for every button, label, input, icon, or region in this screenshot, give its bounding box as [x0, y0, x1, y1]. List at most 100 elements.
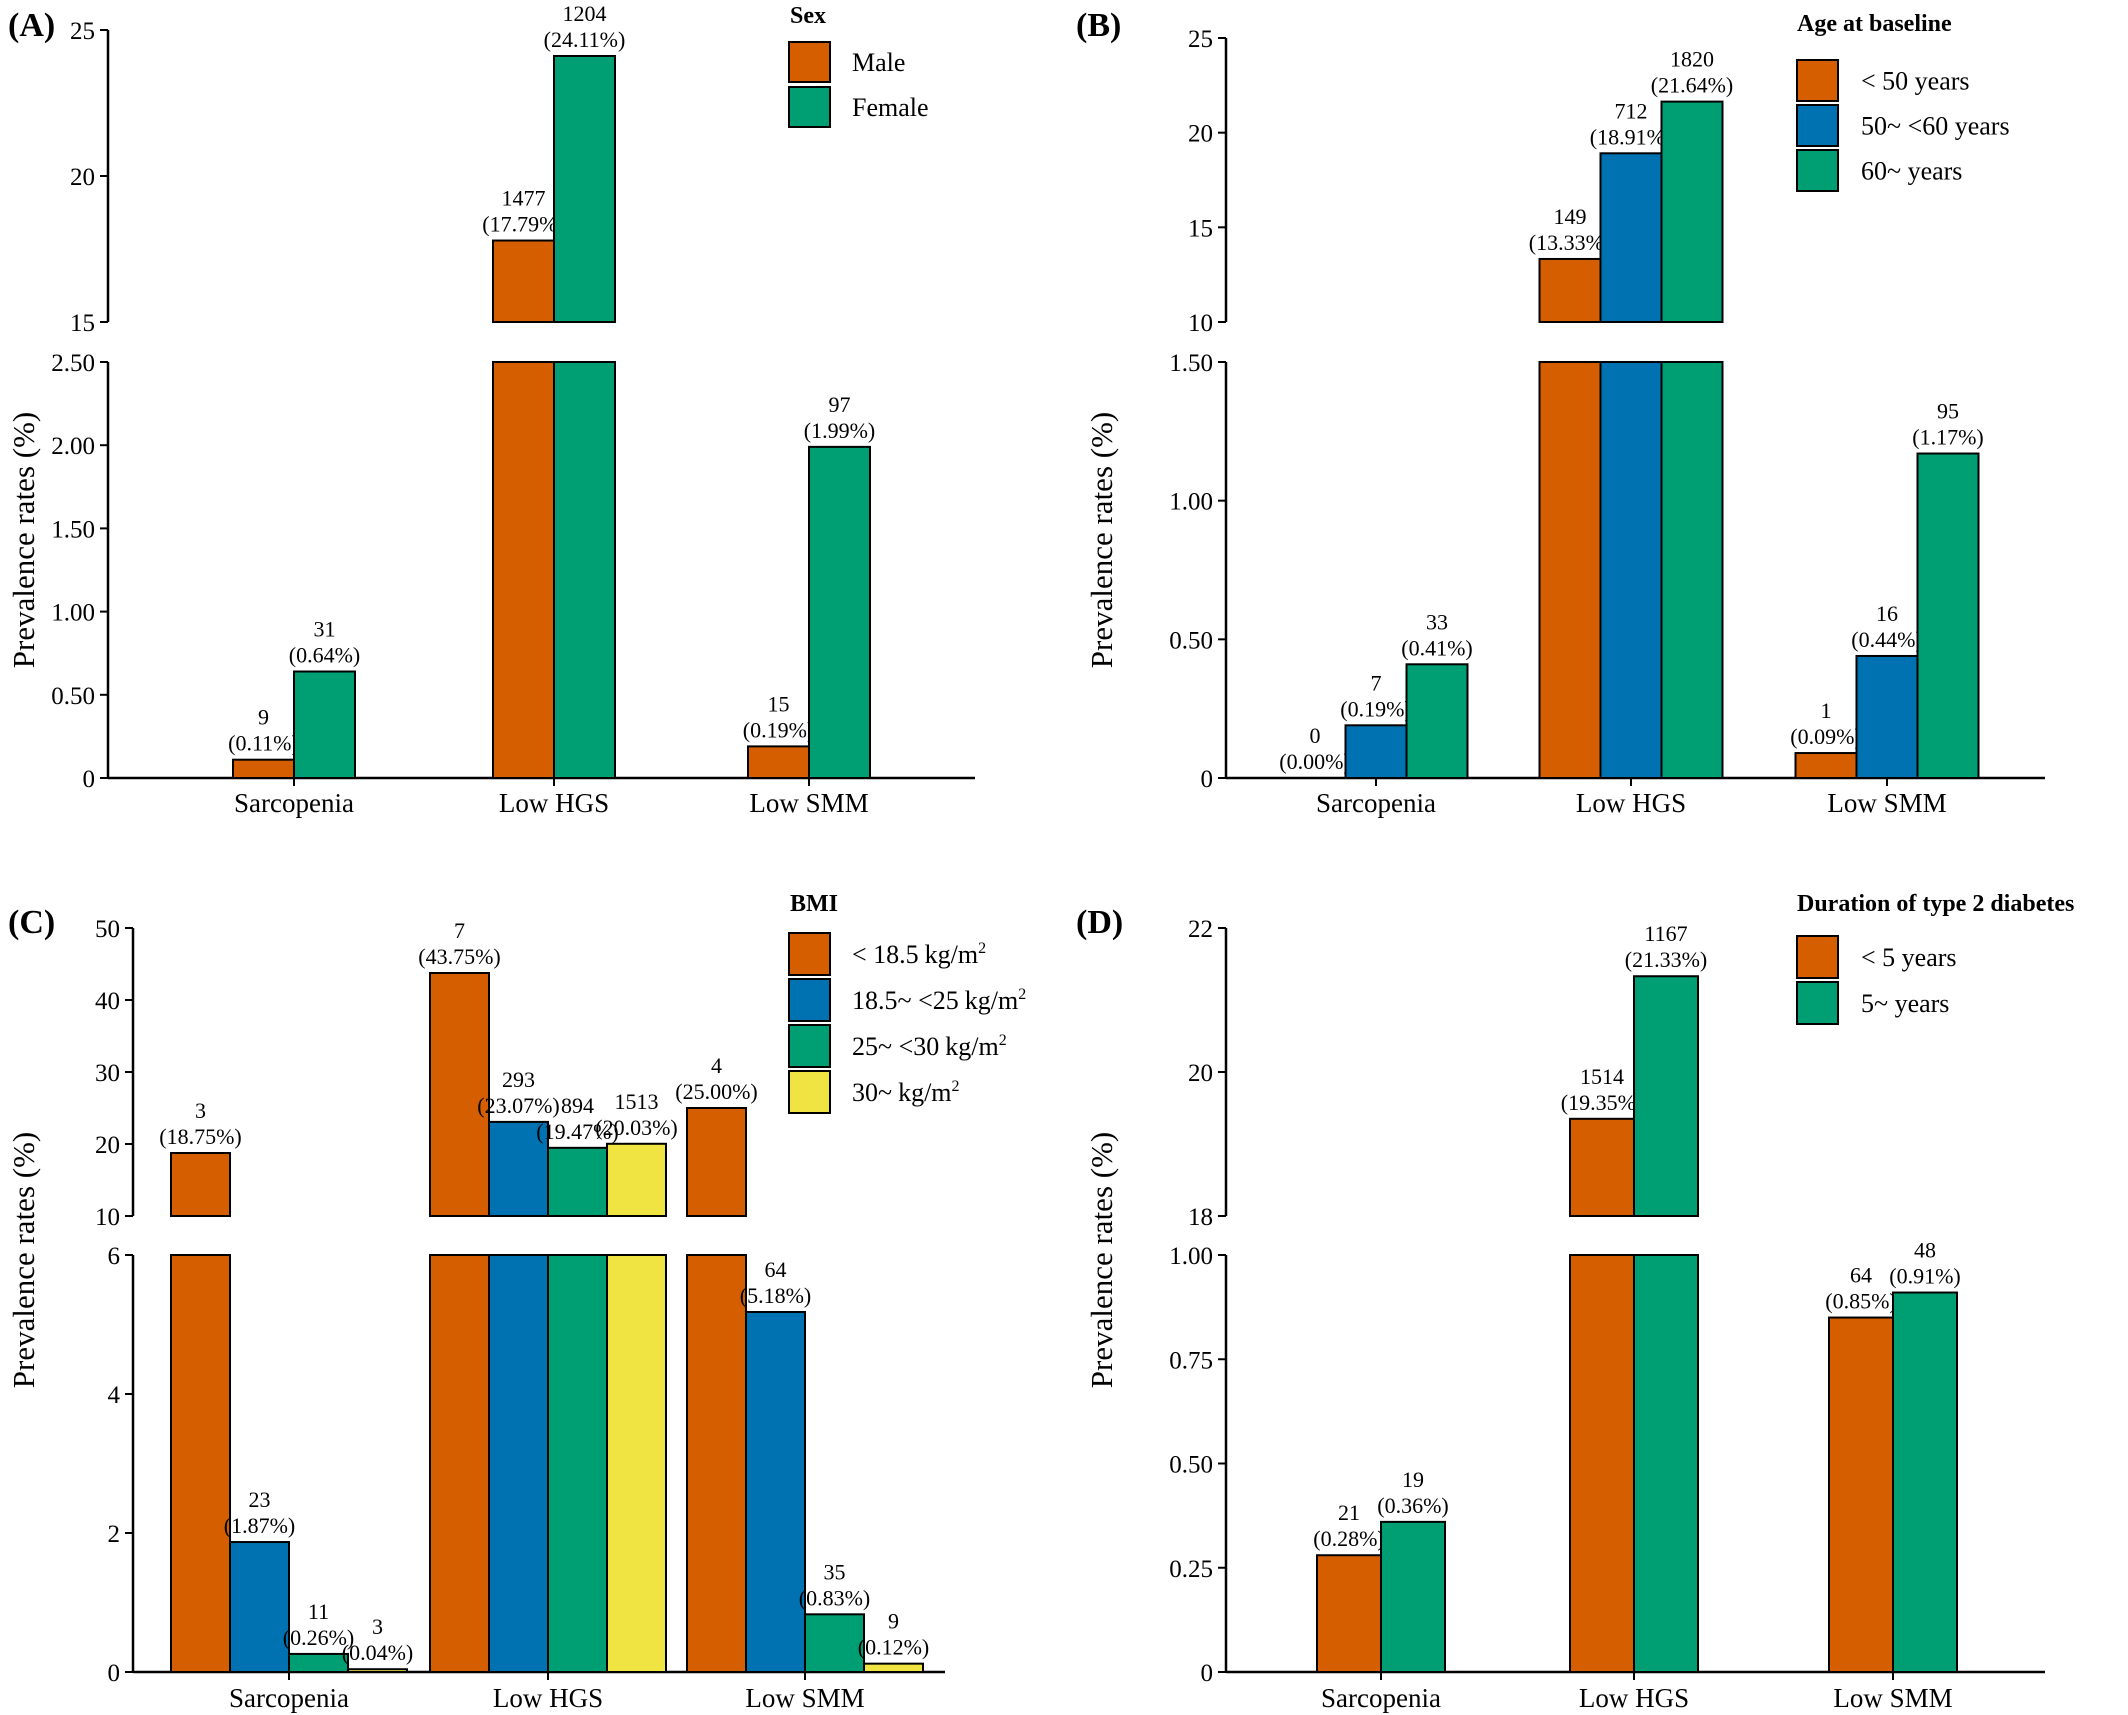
bar-count-label: 33: [1426, 609, 1448, 634]
legend-swatch: [788, 978, 831, 1022]
y-tick-label: 15: [1188, 215, 1213, 242]
y-tick-label: 0.25: [1169, 1556, 1213, 1583]
bar-percent-label: (0.28%): [1313, 1526, 1384, 1551]
x-tick-label: Sarcopenia: [229, 1683, 349, 1713]
legend-label: < 5 years: [1861, 943, 1957, 972]
y-tick-label: 10: [95, 1204, 120, 1231]
legend-swatch: [1796, 104, 1839, 147]
legend-swatch: [788, 932, 831, 976]
y-tick-label: 0: [108, 1660, 121, 1687]
bar-percent-label: (23.07%): [477, 1093, 559, 1118]
bar: [1405, 663, 1469, 779]
bar-upper-segment: [1599, 152, 1663, 323]
legend-swatch: [788, 1024, 831, 1068]
legend-unit-superscript: 2: [952, 1078, 960, 1095]
bar-upper-segment: [170, 1152, 231, 1217]
bar-percent-label: (0.91%): [1889, 1264, 1960, 1289]
y-tick-label: 1.50: [51, 516, 95, 543]
bar: [1316, 1554, 1382, 1673]
bar-count-label: 1514: [1580, 1064, 1624, 1089]
bar-count-label: 3: [372, 1614, 383, 1639]
bar-lower-segment: [1538, 361, 1602, 779]
legend-name: 5~ years: [1861, 989, 1949, 1018]
bar: [863, 1662, 924, 1674]
bar-count-label: 97: [829, 392, 851, 417]
y-tick-label: 20: [1188, 1060, 1213, 1087]
legend-name: 30~: [852, 1078, 892, 1107]
panel-label: (C): [8, 904, 55, 941]
y-tick-label: 25: [1188, 26, 1213, 53]
bar: [232, 758, 295, 779]
bar-upper-segment: [492, 239, 555, 323]
bar-lower-segment: [553, 361, 616, 779]
y-tick-label: 0.75: [1169, 1347, 1213, 1374]
bar-count-label: 64: [1850, 1263, 1872, 1288]
bar-percent-label: (43.75%): [418, 944, 500, 969]
y-tick-label: 25: [70, 18, 95, 45]
bar: [347, 1668, 408, 1673]
bar-upper-segment: [606, 1142, 667, 1218]
bar-percent-label: (24.11%): [544, 27, 626, 52]
legend-swatch: [788, 1070, 831, 1114]
bar-percent-label: (21.33%): [1625, 947, 1707, 972]
bar-percent-label: (0.85%): [1825, 1289, 1896, 1314]
legend-label: Male: [852, 48, 905, 77]
legend-label: 25~ <30 kg/m2: [852, 1032, 1007, 1061]
bar-percent-label: (0.44%): [1851, 627, 1922, 652]
x-tick-label: Low HGS: [1576, 788, 1686, 818]
bar-count-label: 1513: [615, 1089, 659, 1114]
bar-percent-label: (0.19%): [1340, 696, 1411, 721]
bar-percent-label: (18.75%): [159, 1124, 241, 1149]
y-tick-label: 15: [70, 310, 95, 337]
bar-percent-label: (5.18%): [740, 1283, 811, 1308]
legend-name: 25~ <30: [852, 1032, 939, 1061]
bar-upper-segment: [553, 54, 616, 323]
legend-unit: kg/m: [898, 1078, 951, 1107]
bar-percent-label: (0.83%): [799, 1585, 870, 1610]
bar-lower-segment: [686, 1254, 747, 1673]
legend-title: Duration of type 2 diabetes: [1797, 891, 2074, 917]
x-tick-label: Sarcopenia: [1321, 1683, 1441, 1713]
bar-count-label: 293: [502, 1067, 535, 1092]
bar-count-label: 31: [314, 617, 336, 642]
bar-percent-label: (13.33%): [1529, 230, 1611, 255]
legend: Age at baseline < 50 years 50~ <60 years 60…: [1796, 11, 2010, 192]
bar-percent-label: (0.09%): [1790, 724, 1861, 749]
bar-percent-label: (1.17%): [1912, 425, 1983, 450]
y-tick-label: 10: [1188, 310, 1213, 337]
bar: [804, 1613, 865, 1673]
chart-panel-a: (A) Prevalence rates (%) 0 0.50 1.00 1.50 2.00…: [6, 1, 975, 818]
x-tick-label: Low SMM: [1833, 1683, 1952, 1713]
bar-percent-label: (1.99%): [804, 418, 875, 443]
bar: [1794, 752, 1858, 779]
bar-percent-label: (1.87%): [224, 1513, 295, 1538]
legend: Duration of type 2 diabetes < 5 years 5~ y…: [1796, 891, 2074, 1025]
legend-swatch: [1796, 149, 1839, 192]
y-tick-label: 0: [1201, 766, 1214, 793]
y-tick-label: 20: [70, 164, 95, 191]
bar-percent-label: (0.64%): [289, 643, 360, 668]
legend-name: 50~ <60 years: [1861, 112, 2010, 141]
y-tick-label: 0: [1201, 1660, 1214, 1687]
bar-percent-label: (21.64%): [1651, 73, 1733, 98]
bar-percent-label: (20.03%): [595, 1115, 677, 1140]
legend-unit: kg/m: [965, 986, 1018, 1015]
bar-percent-label: (0.41%): [1401, 635, 1472, 660]
bar-count-label: 9: [258, 705, 269, 730]
bar-count-label: 1477: [502, 186, 546, 211]
y-tick-label: 2.00: [51, 433, 95, 460]
bar-count-label: 4: [711, 1053, 722, 1078]
y-tick-label: 2.50: [51, 350, 95, 377]
legend-swatch: [1796, 59, 1839, 102]
bar-upper-segment: [1538, 257, 1602, 323]
y-tick-label: 20: [95, 1132, 120, 1159]
x-tick-label: Low SMM: [1827, 788, 1946, 818]
x-tick-label: Low HGS: [499, 788, 609, 818]
bar: [229, 1541, 290, 1674]
legend-name: < 50 years: [1861, 67, 1970, 96]
y-axis-title: Prevalence rates (%): [6, 412, 41, 668]
bar-upper-segment: [429, 972, 490, 1217]
legend-swatch: [788, 86, 831, 128]
y-tick-label: 30: [95, 1060, 120, 1087]
bar-count-label: 3: [195, 1098, 206, 1123]
